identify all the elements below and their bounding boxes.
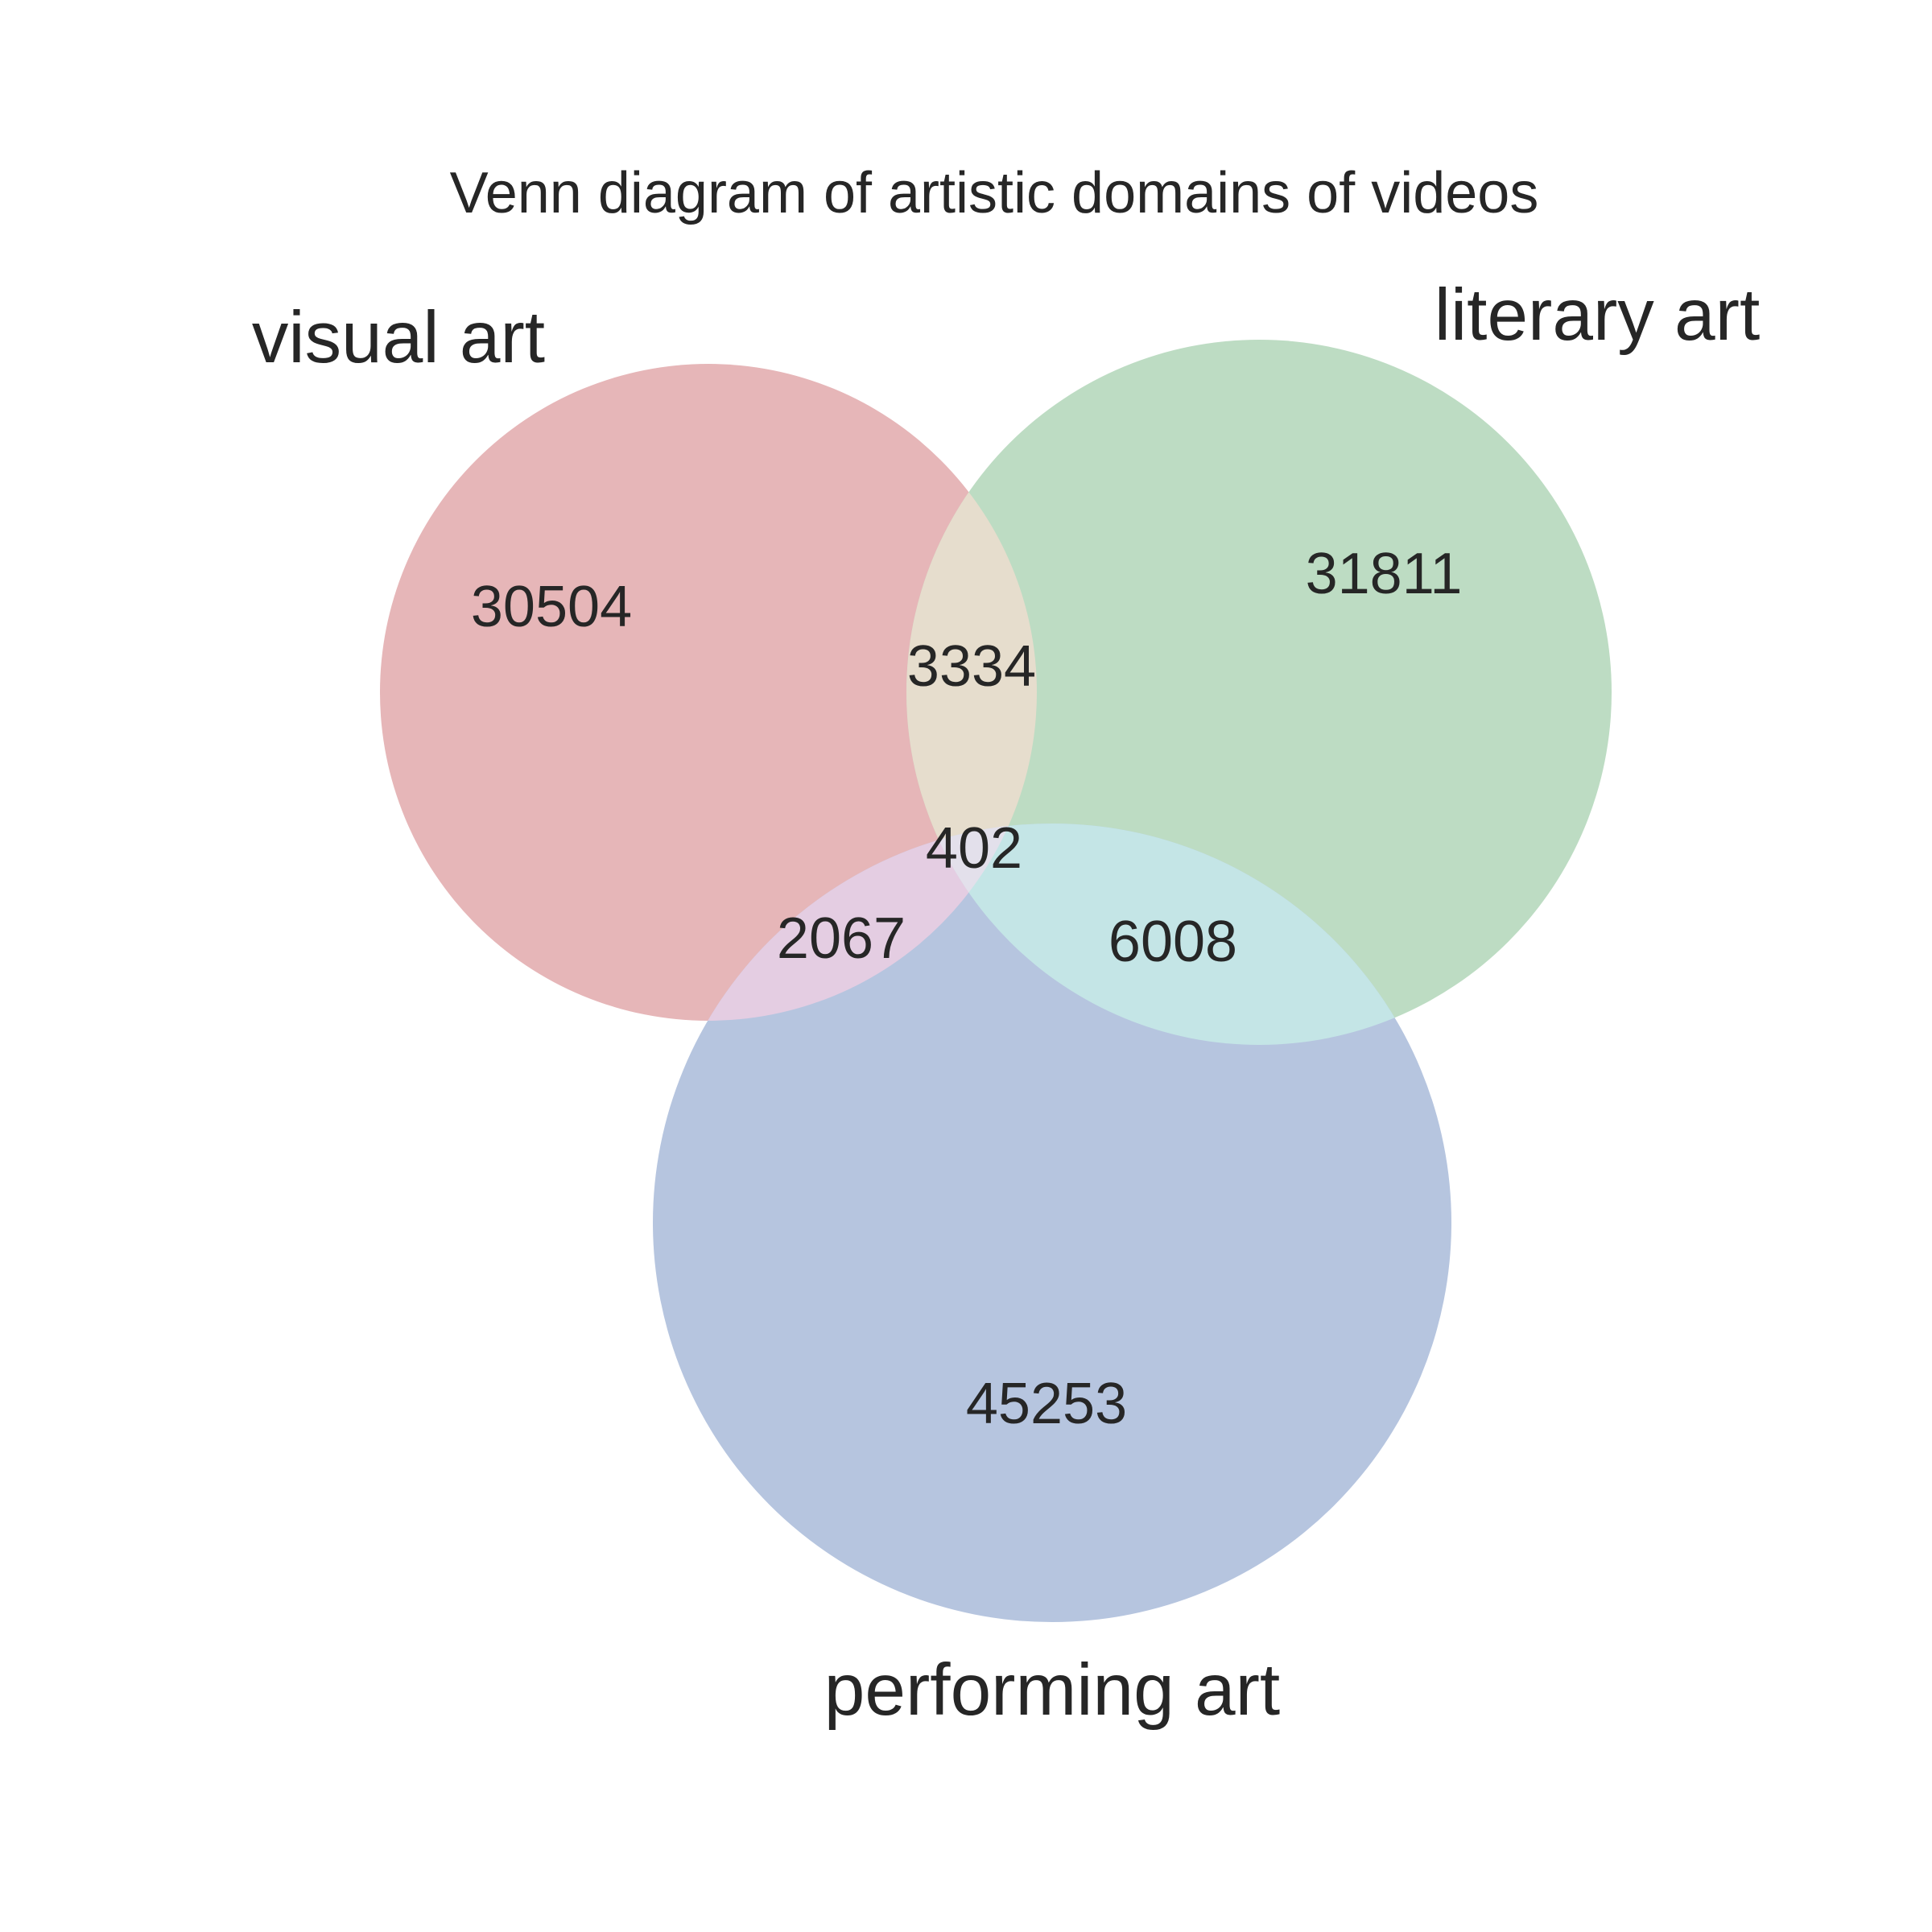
literary-only-count: 31811: [1306, 542, 1463, 606]
visual-art-circle: [380, 364, 1037, 1021]
visual-art-label: visual art: [252, 297, 545, 378]
performing-art-label: performing art: [824, 1649, 1280, 1731]
literary-performing-overlap: [906, 824, 1451, 1045]
diagram-title: Venn diagram of artistic domains of vide…: [450, 161, 1539, 225]
literary-art-label: literary art: [1435, 275, 1761, 356]
performing-only-count: 45253: [966, 1372, 1127, 1436]
visual-only-count: 30504: [471, 575, 632, 639]
all-three-count: 402: [926, 816, 1022, 881]
visual-literary-count: 3334: [907, 634, 1036, 699]
visual-performing-count: 2067: [777, 906, 906, 971]
literary-performing-count: 6008: [1108, 910, 1237, 974]
